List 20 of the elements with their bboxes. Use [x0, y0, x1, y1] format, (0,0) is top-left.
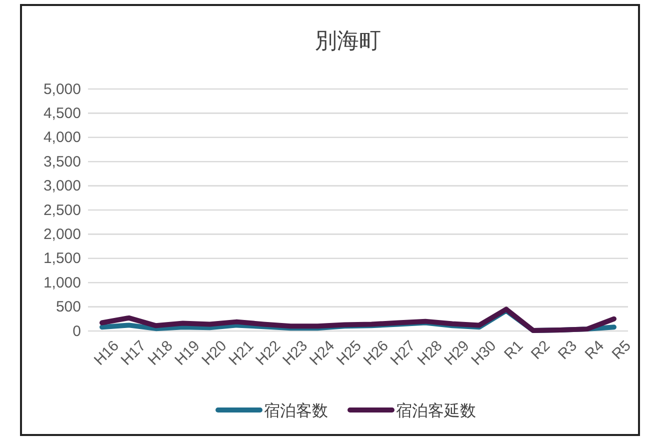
y-tick-label: 4,000 [43, 129, 81, 146]
x-tick-label: R4 [582, 337, 608, 363]
x-tick-label: H30 [468, 337, 500, 369]
y-tick-label: 2,500 [43, 202, 81, 219]
chart-title: 別海町 [315, 29, 381, 54]
y-tick-label: 1,500 [43, 250, 81, 268]
y-tick-label: 2,000 [43, 226, 81, 243]
x-tick-label: R5 [608, 337, 634, 363]
y-tick-label: 1,000 [43, 274, 81, 292]
y-tick-label: 3,500 [43, 153, 81, 170]
x-tick-label: R3 [554, 337, 580, 363]
y-tick-label: 5,000 [43, 80, 81, 98]
x-tick-label: R2 [528, 337, 554, 363]
x-tick-label: R1 [500, 337, 527, 363]
y-tick-label: 0 [72, 322, 81, 340]
y-tick-label: 500 [56, 298, 81, 316]
legend-label: 宿泊客延数 [396, 401, 476, 420]
y-tick-label: 4,500 [43, 105, 81, 122]
y-tick-label: 3,000 [43, 178, 81, 195]
legend-label: 宿泊客数 [264, 401, 328, 420]
